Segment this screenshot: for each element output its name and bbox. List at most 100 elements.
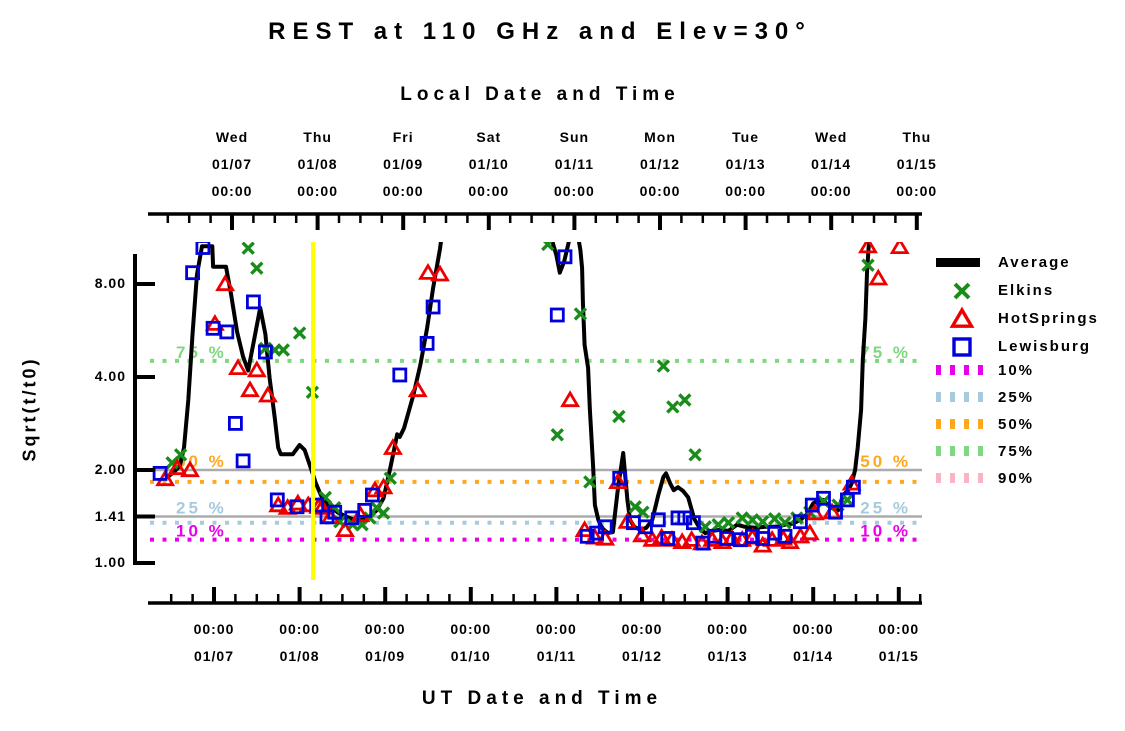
percentile-label-left-25%: 25 % — [176, 499, 227, 518]
square-marker-icon — [185, 265, 201, 281]
square-marker-icon — [952, 337, 972, 357]
top-day-label-1: Thu — [303, 129, 332, 145]
legend-label-90pct: 90% — [998, 469, 1035, 487]
series-elkins — [165, 242, 875, 534]
triangle-marker-icon — [382, 438, 403, 455]
top-day-label-2: Fri — [392, 129, 414, 145]
square-marker-icon — [579, 528, 595, 544]
triangle-marker-icon — [430, 264, 450, 282]
top-axis-title: Local Date and Time — [400, 84, 680, 105]
dash-icon — [978, 419, 983, 429]
x-marker-icon — [688, 448, 702, 462]
triangle-marker-icon — [246, 360, 267, 378]
dash-icon — [950, 446, 955, 456]
x-marker-icon — [678, 393, 692, 407]
square-marker-icon — [152, 465, 168, 481]
square-marker-icon — [846, 479, 861, 495]
dash-icon — [950, 365, 955, 375]
legend-label-Elkins: Elkins — [998, 281, 1055, 299]
triangle-marker-icon — [868, 268, 889, 286]
triangle-marker-icon — [335, 520, 355, 538]
top-day-label-3: Sat — [476, 129, 502, 145]
legend-swatch-thick-line — [936, 257, 992, 267]
triangle-marker-icon — [560, 390, 581, 408]
dash-icon — [964, 446, 969, 456]
legend-label-10pct: 10% — [998, 361, 1035, 379]
x-marker-icon — [745, 513, 760, 527]
square-marker-icon — [205, 320, 221, 336]
page-title: REST at 110 GHz and Elev=30° — [268, 18, 812, 45]
top-time-label-1: 00:00 — [297, 183, 338, 199]
legend-entry-Average: Average — [936, 250, 1071, 274]
square-marker-icon — [257, 344, 273, 360]
triangle-marker-icon — [407, 380, 428, 398]
bottom-date-label-6: 01/13 — [707, 648, 748, 664]
x-marker-icon — [541, 242, 555, 252]
square-marker-icon — [425, 299, 441, 315]
bottom-time-label-5: 00:00 — [621, 621, 663, 637]
percentile-label-right-10%: 10 % — [860, 522, 911, 541]
top-time-label-7: 00:00 — [810, 183, 852, 199]
bottom-axis-title: UT Date and Time — [421, 688, 663, 709]
top-time-label-6: 00:00 — [725, 183, 766, 199]
square-marker-icon — [289, 499, 305, 515]
square-marker-icon — [557, 249, 573, 265]
dash-icon — [936, 392, 941, 402]
square-marker-icon — [357, 502, 373, 518]
square-marker-icon — [719, 531, 735, 546]
bottom-time-label-3: 00:00 — [450, 621, 492, 637]
triangle-marker-icon — [180, 460, 200, 478]
bottom-date-label-4: 01/11 — [536, 648, 577, 664]
y-tick-label-1.41: 1.41 — [94, 507, 126, 524]
y-tick-label-4.00: 4.00 — [94, 368, 126, 384]
x-marker-icon — [656, 359, 671, 373]
top-time-label-5: 00:00 — [639, 183, 681, 199]
bottom-time-label-6: 00:00 — [707, 621, 748, 637]
legend-entry-Lewisburg: Lewisburg — [936, 334, 1091, 358]
triangle-marker-icon — [949, 306, 975, 328]
square-marker-icon — [309, 497, 325, 513]
dash-icon — [978, 473, 983, 483]
legend-label-HotSprings: HotSprings — [998, 309, 1099, 327]
legend-entry-Elkins: Elkins — [936, 278, 1054, 302]
top-date-label-7: 01/14 — [811, 156, 852, 172]
top-date-label-5: 01/12 — [639, 156, 681, 172]
top-day-label-7: Wed — [815, 129, 848, 145]
average-line — [166, 242, 872, 536]
legend-entry-HotSprings: HotSprings — [936, 306, 1099, 330]
square-marker-icon — [269, 492, 285, 508]
bottom-date-label-5: 01/12 — [621, 648, 663, 664]
top-date-label-8: 01/15 — [896, 156, 937, 172]
bottom-time-label-0: 00:00 — [193, 621, 235, 637]
legend-swatch-dashes — [936, 365, 992, 375]
top-day-label-5: Mon — [644, 129, 676, 145]
triangle-marker-icon — [215, 274, 236, 292]
x-marker-icon — [840, 493, 855, 507]
legend-entry-75pct: 75% — [936, 439, 1034, 463]
square-marker-icon — [419, 335, 435, 351]
bottom-time-label-1: 00:00 — [279, 621, 320, 637]
legend-label-25pct: 25% — [998, 388, 1035, 406]
legend-label-75pct: 75% — [998, 442, 1035, 460]
top-date-label-0: 01/07 — [211, 156, 253, 172]
bottom-time-label-2: 00:00 — [364, 621, 406, 637]
bottom-date-label-1: 01/08 — [279, 648, 320, 664]
percentile-label-left-75%: 75 % — [176, 343, 227, 362]
square-marker-icon — [777, 528, 793, 544]
square-marker-icon — [816, 490, 831, 506]
triangle-marker-icon — [167, 458, 188, 476]
x-marker-icon — [550, 428, 565, 442]
square-marker-icon — [219, 324, 235, 340]
top-time-label-0: 00:00 — [211, 183, 253, 199]
bottom-date-label-2: 01/09 — [365, 648, 406, 664]
triangle-marker-icon — [858, 242, 878, 254]
top-day-label-6: Tue — [732, 129, 760, 145]
square-marker-icon — [344, 510, 360, 526]
top-time-label-2: 00:00 — [382, 183, 424, 199]
x-marker-icon — [666, 400, 680, 414]
series-lewisburg — [152, 242, 861, 551]
bottom-date-label-0: 01/07 — [193, 648, 235, 664]
y-tick-label-8.00: 8.00 — [94, 275, 126, 291]
dash-icon — [964, 419, 969, 429]
